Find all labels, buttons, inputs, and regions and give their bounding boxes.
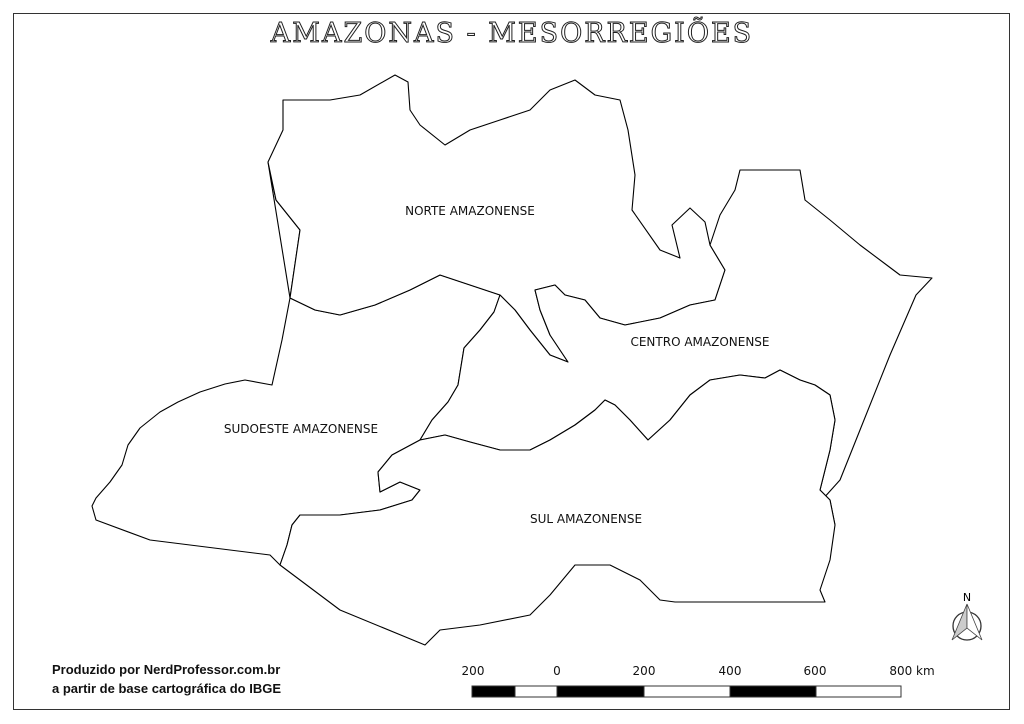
credit-line-2: a partir de base cartográfica do IBGE — [52, 681, 282, 696]
scale-label: 600 — [803, 664, 827, 678]
scale-segment — [471, 685, 516, 698]
map-frame — [13, 13, 1010, 710]
scale-label: 0 — [553, 664, 561, 678]
scale-bar — [471, 685, 902, 698]
map-title: AMAZONAS - MESORREGIÕES — [270, 18, 754, 50]
scale-label: 800 km — [889, 664, 935, 678]
scale-label: 200 — [461, 664, 485, 678]
scale-segment — [514, 685, 558, 698]
label-sudoeste: SUDOESTE AMAZONENSE — [224, 422, 378, 436]
scale-label: 200 — [632, 664, 656, 678]
scale-segment — [815, 685, 902, 698]
label-sul: SUL AMAZONENSE — [530, 512, 642, 526]
scale-segment — [643, 685, 731, 698]
scale-label: 400 — [718, 664, 742, 678]
credit-line-1: Produzido por NerdProfessor.com.br — [52, 662, 281, 677]
label-norte: NORTE AMAZONENSE — [405, 204, 535, 218]
north-label: N — [963, 591, 971, 604]
region-sul-amazonense[interactable] — [279, 369, 836, 646]
label-centro: CENTRO AMAZONENSE — [630, 335, 769, 349]
scale-segment — [729, 685, 817, 698]
scale-segment — [556, 685, 645, 698]
north-arrow-icon: N — [951, 591, 983, 641]
